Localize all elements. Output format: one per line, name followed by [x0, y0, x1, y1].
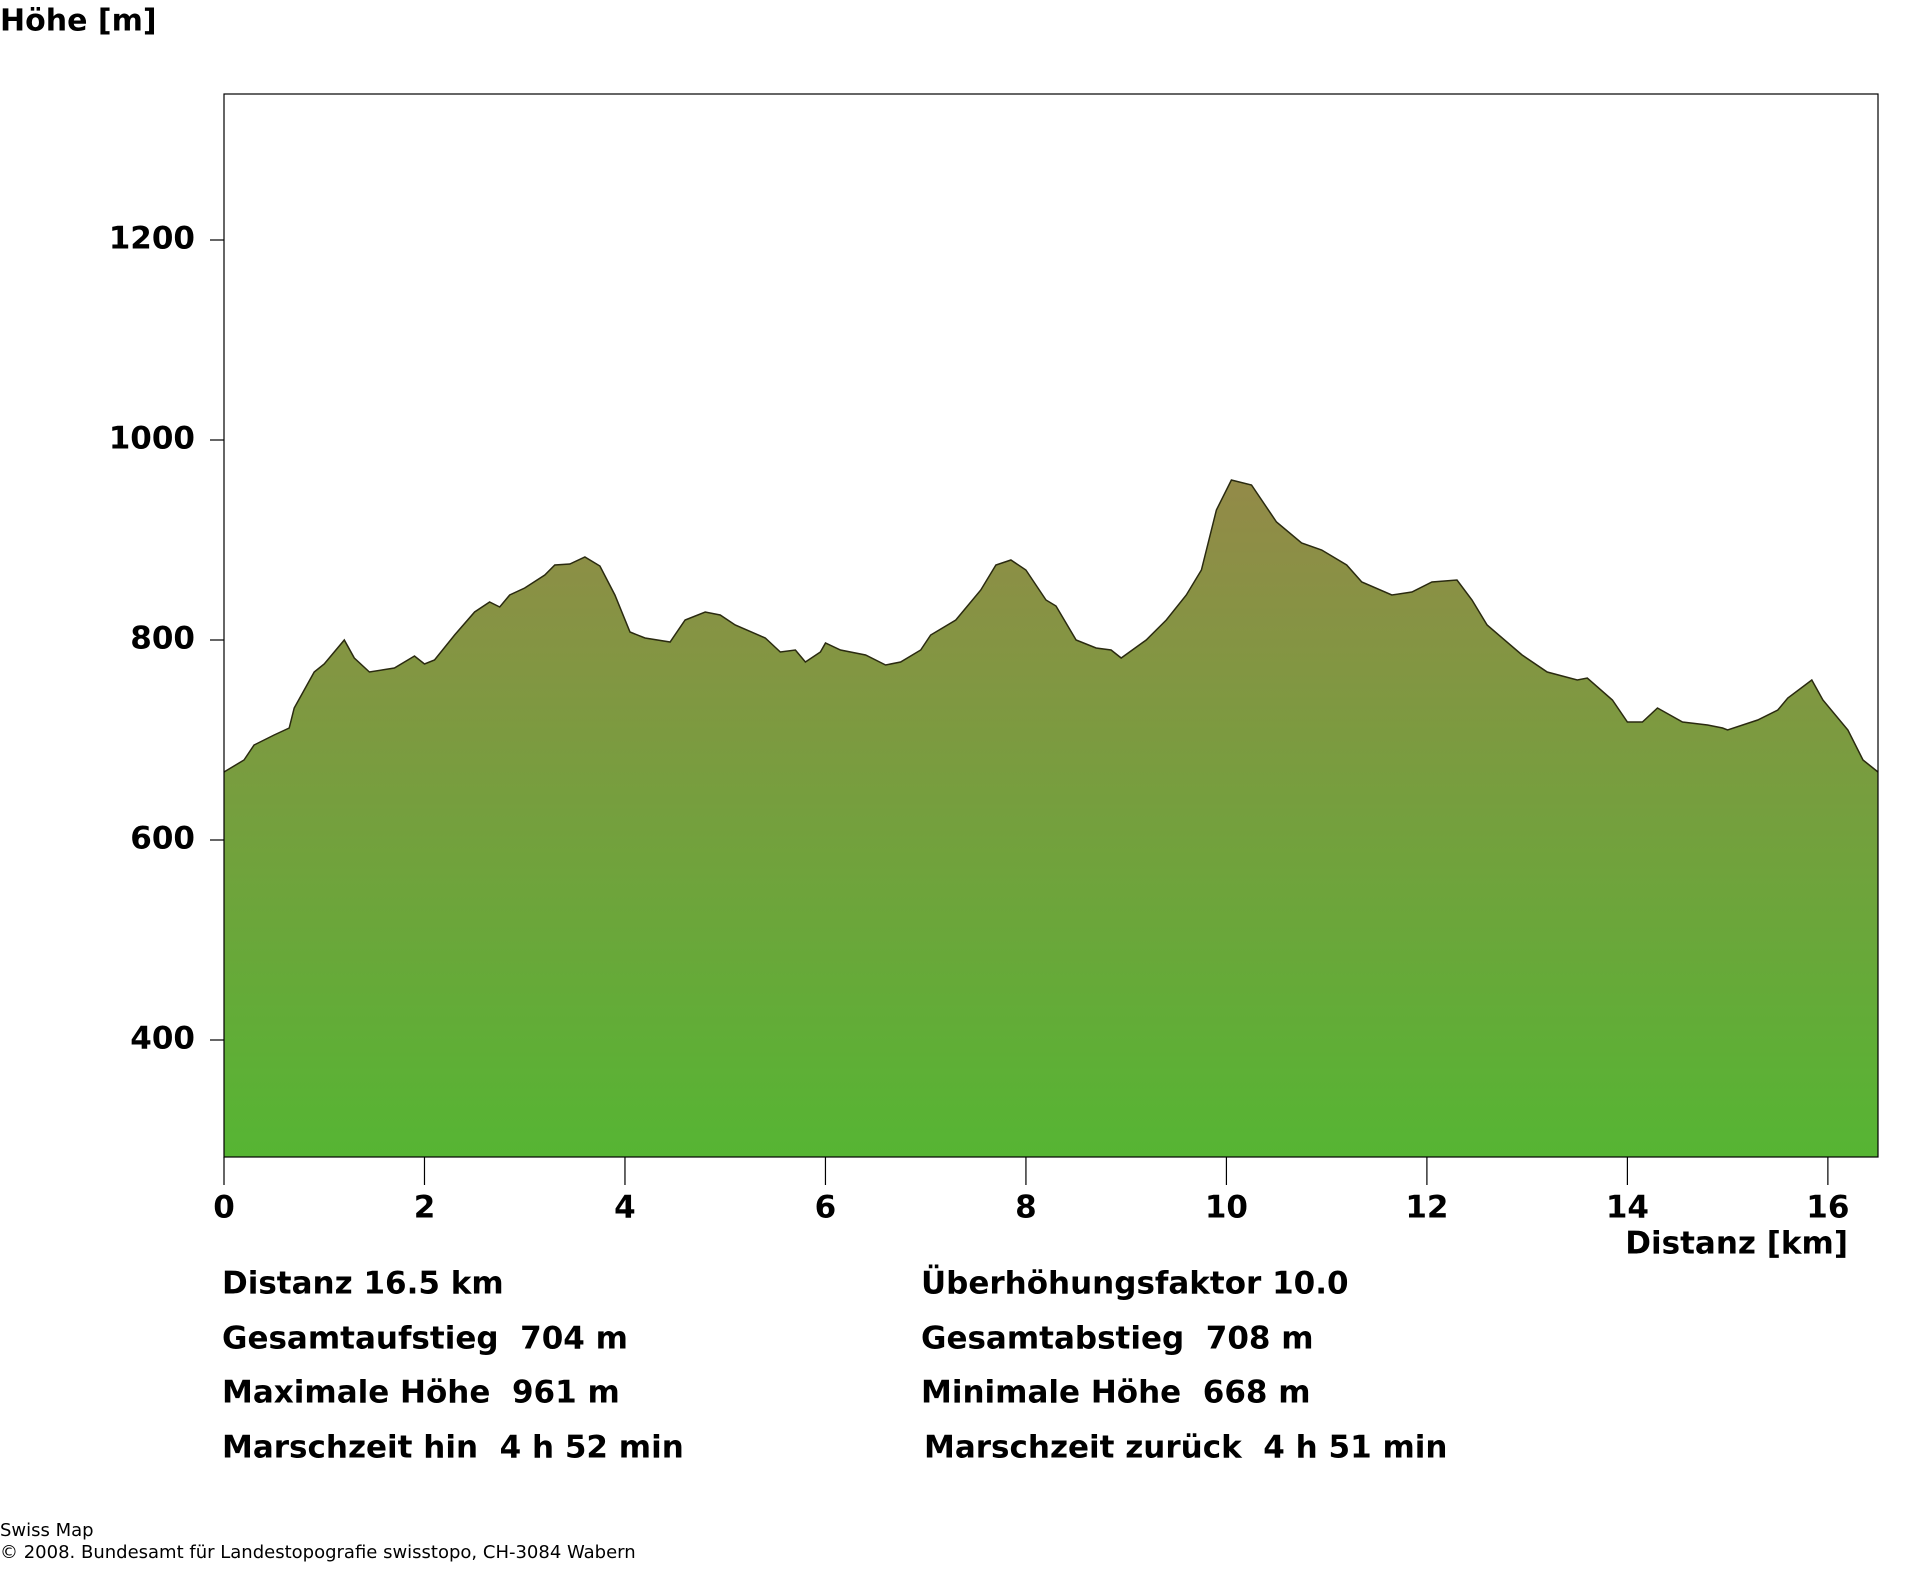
- x-tick-label: 12: [1405, 1190, 1448, 1226]
- y-tick-label: 1200: [109, 221, 195, 257]
- summary-stat: Überhöhungsfaktor 10.0: [921, 1265, 1349, 1302]
- y-tick-label: 400: [130, 1021, 195, 1057]
- summary-stat: Gesamtaufstieg 704 m: [222, 1321, 628, 1357]
- y-axis-title: Höhe [m]: [0, 4, 157, 39]
- x-tick-label: 10: [1205, 1190, 1248, 1226]
- footer-text: Swiss Map: [0, 1520, 94, 1541]
- x-tick-label: 16: [1806, 1190, 1849, 1226]
- footer-text: © 2008. Bundesamt für Landestopografie s…: [0, 1542, 636, 1563]
- elevation-area: [224, 480, 1878, 1157]
- elevation-line: [223, 479, 1879, 773]
- x-tick-label: 14: [1606, 1190, 1649, 1226]
- summary-stat: Gesamtabstieg 708 m: [921, 1321, 1314, 1357]
- y-tick-label: 600: [130, 821, 195, 857]
- x-axis-title: Distanz [km]: [1625, 1226, 1848, 1262]
- x-tick-label: 4: [614, 1190, 636, 1226]
- x-tick-label: 2: [414, 1190, 436, 1226]
- x-tick-label: 0: [213, 1190, 235, 1226]
- summary-stat: Marschzeit zurück 4 h 51 min: [924, 1430, 1447, 1466]
- summary-stat: Minimale Höhe 668 m: [921, 1375, 1311, 1411]
- y-tick-label: 1000: [109, 421, 195, 457]
- x-tick-label: 6: [815, 1190, 837, 1226]
- summary-stat: Distanz 16.5 km: [222, 1266, 504, 1302]
- y-tick-label: 800: [130, 621, 195, 657]
- plot-frame: [223, 93, 1879, 1158]
- summary-stat: Maximale Höhe 961 m: [222, 1375, 620, 1411]
- summary-stat: Marschzeit hin 4 h 52 min: [222, 1430, 684, 1466]
- x-tick-label: 8: [1015, 1190, 1037, 1226]
